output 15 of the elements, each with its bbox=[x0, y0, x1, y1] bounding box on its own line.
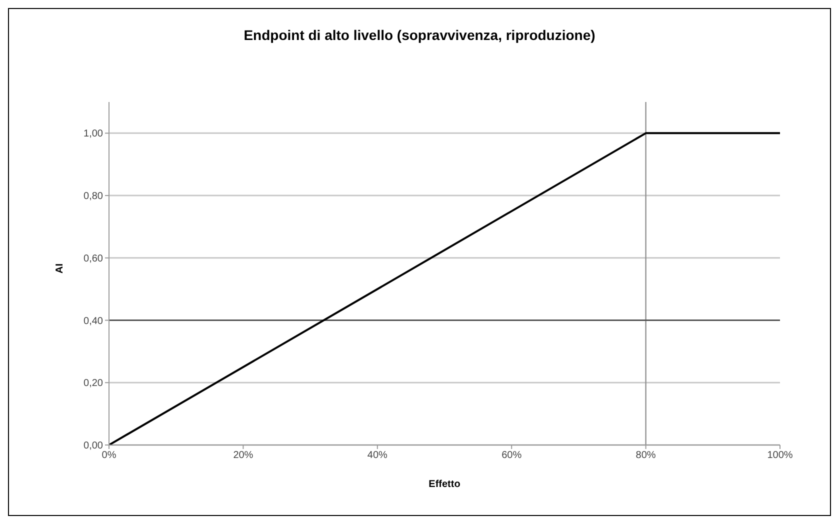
x-tick-label: 0% bbox=[102, 450, 116, 462]
y-axis-title: AI bbox=[54, 263, 66, 274]
x-axis-title: Effetto bbox=[428, 479, 460, 490]
x-tick-label: 20% bbox=[233, 450, 254, 462]
x-tick-label: 80% bbox=[636, 450, 656, 462]
y-tick-label: 0,60 bbox=[84, 253, 104, 264]
y-tick-label: 0,80 bbox=[84, 191, 104, 202]
y-tick-label: 0,40 bbox=[84, 316, 104, 327]
chart-title: Endpoint di alto livello (sopravvivenza, riproduzione) bbox=[242, 27, 596, 43]
y-tick-label: 0,00 bbox=[84, 440, 104, 452]
x-tick-label: 100% bbox=[767, 450, 793, 462]
y-tick-label: 0,20 bbox=[84, 378, 104, 390]
y-tick-label: 1,00 bbox=[84, 128, 104, 140]
x-tick-label: 60% bbox=[502, 450, 522, 462]
x-tick-label: 40% bbox=[367, 450, 388, 462]
